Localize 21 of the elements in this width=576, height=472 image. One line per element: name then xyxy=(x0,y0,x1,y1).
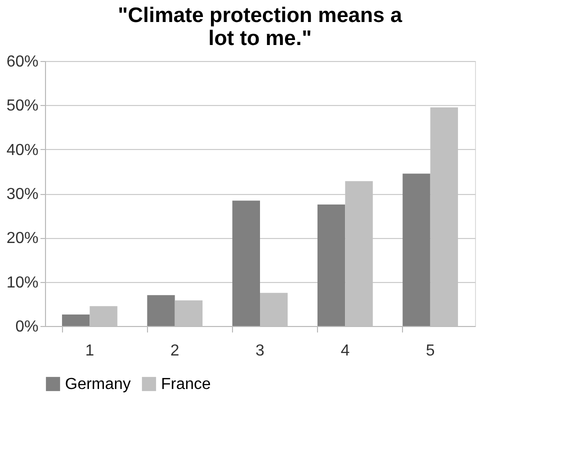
text: "Climate protection means a xyxy=(118,4,402,27)
y-tick-label: 50% xyxy=(6,98,38,115)
bar xyxy=(62,314,90,326)
y-tick-label: 40% xyxy=(6,142,38,159)
y-tick-label: 30% xyxy=(6,186,38,203)
y-tick-label: 60% xyxy=(6,54,38,70)
text: lot to me." xyxy=(208,27,312,50)
legend-label: Germany xyxy=(65,376,131,393)
x-tick-label: 2 xyxy=(170,342,180,360)
bar xyxy=(317,204,346,326)
y-tick-label: 10% xyxy=(6,274,38,292)
bar xyxy=(147,295,175,326)
bar xyxy=(402,174,430,326)
x-tick-label: 4 xyxy=(340,342,350,360)
legend-label: France xyxy=(161,376,211,393)
y-tick-label: 0% xyxy=(15,318,38,336)
x-tick-label: 1 xyxy=(85,342,94,360)
x-tick-label: 3 xyxy=(256,342,265,360)
y-tick-label: 20% xyxy=(6,230,38,248)
bar xyxy=(232,200,260,326)
x-tick-label: 5 xyxy=(426,342,435,360)
